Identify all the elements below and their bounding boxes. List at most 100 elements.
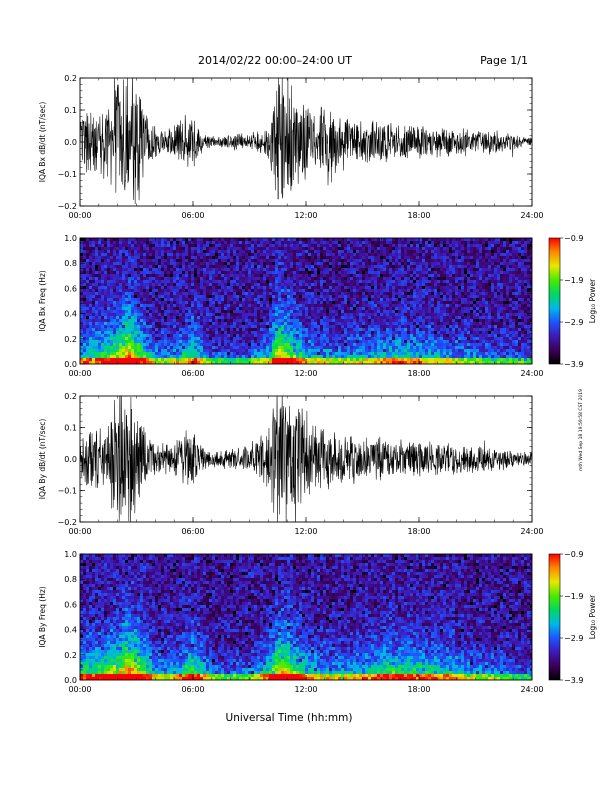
spectrogram-cell [170, 331, 173, 334]
spectrogram-cell [350, 304, 353, 307]
spectrogram-cell [395, 334, 398, 337]
spectrogram-cell [143, 316, 146, 319]
spectrogram-cell [233, 334, 236, 337]
spectrogram-cell [200, 355, 203, 358]
spectrogram-cell [260, 241, 263, 244]
spectrogram-cell [290, 238, 293, 241]
spectrogram-cell [200, 244, 203, 247]
spectrogram-cell [98, 304, 101, 307]
spectrogram-cell [293, 304, 296, 307]
spectrogram-cell [398, 286, 401, 289]
spectrogram-cell [155, 322, 158, 325]
spectrogram-cell [152, 355, 155, 358]
spectrogram-cell [146, 307, 149, 310]
spectrogram-cell [278, 295, 281, 298]
spectrogram-cell [197, 319, 200, 322]
spectrogram-cell [206, 262, 209, 265]
spectrogram-cell [104, 241, 107, 244]
spectrogram-cell [266, 274, 269, 277]
spectrogram-cell [332, 253, 335, 256]
spectrogram-cell [374, 310, 377, 313]
spectrogram-cell [236, 328, 239, 331]
spectrogram-cell [188, 313, 191, 316]
spectrogram-cell [209, 271, 212, 274]
spectrogram-cell [191, 280, 194, 283]
spectrogram-cell [302, 247, 305, 250]
spectrogram-cell [314, 250, 317, 253]
spectrogram-cell [269, 322, 272, 325]
spectrogram-cell [215, 358, 218, 361]
spectrogram-cell [86, 253, 89, 256]
spectrogram-cell [371, 250, 374, 253]
spectrogram-cell [401, 265, 404, 268]
spectrogram-cell [287, 262, 290, 265]
spectrogram-cell [278, 241, 281, 244]
spectrogram-cell [203, 358, 206, 361]
spectrogram-cell [356, 358, 359, 361]
spectrogram-cell [230, 322, 233, 325]
spectrogram-cell [329, 277, 332, 280]
spectrogram-cell [278, 346, 281, 349]
spectrogram-cell [125, 256, 128, 259]
spectrogram-cell [371, 358, 374, 361]
spectrogram-cell [389, 322, 392, 325]
spectrogram-cell [404, 298, 407, 301]
spectrogram-cell [401, 331, 404, 334]
spectrogram-cell [212, 313, 215, 316]
spectrogram-cell [398, 253, 401, 256]
spectrogram-cell [125, 349, 128, 352]
spectrogram-cell [221, 334, 224, 337]
spectrogram-cell [212, 241, 215, 244]
spectrogram-cell [152, 253, 155, 256]
spectrogram-cell [245, 238, 248, 241]
spectrogram-cell [287, 280, 290, 283]
spectrogram-cell [239, 253, 242, 256]
spectrogram-cell [164, 310, 167, 313]
spectrogram-cell [368, 346, 371, 349]
spectrogram-cell [140, 304, 143, 307]
spectrogram-cell [149, 310, 152, 313]
spectrogram-cell [182, 283, 185, 286]
spectrogram-cell [419, 304, 422, 307]
spectrogram-cell [323, 313, 326, 316]
spectrogram-cell [233, 298, 236, 301]
spectrogram-cell [356, 355, 359, 358]
spectrogram-cell [107, 361, 110, 364]
spectrogram-cell [260, 268, 263, 271]
spectrogram-cell [266, 247, 269, 250]
spectrogram-cell [359, 289, 362, 292]
spectrogram-cell [191, 265, 194, 268]
spectrogram-cell [221, 247, 224, 250]
spectrogram-cell [230, 328, 233, 331]
spectrogram-cell [296, 253, 299, 256]
spectrogram-cell [218, 247, 221, 250]
spectrogram-cell [140, 307, 143, 310]
spectrogram-cell [368, 337, 371, 340]
spectrogram-cell [320, 295, 323, 298]
spectrogram-cell [116, 292, 119, 295]
spectrogram-cell [299, 247, 302, 250]
spectrogram-cell [239, 319, 242, 322]
spectrogram-cell [104, 340, 107, 343]
spectrogram-cell [380, 280, 383, 283]
spectrogram-cell [251, 286, 254, 289]
spectrogram-cell [332, 256, 335, 259]
spectrogram-cell [80, 244, 83, 247]
spectrogram-cell [284, 301, 287, 304]
spectrogram-cell [89, 265, 92, 268]
spectrogram-cell [137, 241, 140, 244]
spectrogram-cell [218, 313, 221, 316]
spectrogram-cell [92, 325, 95, 328]
spectrogram-cell [185, 274, 188, 277]
spectrogram-cell [209, 325, 212, 328]
spectrogram-cell [401, 355, 404, 358]
spectrogram-cell [248, 328, 251, 331]
spectrogram-cell [80, 301, 83, 304]
spectrogram-cell [266, 352, 269, 355]
spectrogram-cell [320, 313, 323, 316]
spectrogram-cell [392, 331, 395, 334]
spectrogram-cell [386, 247, 389, 250]
spectrogram-cell [389, 355, 392, 358]
spectrogram-cell [332, 244, 335, 247]
